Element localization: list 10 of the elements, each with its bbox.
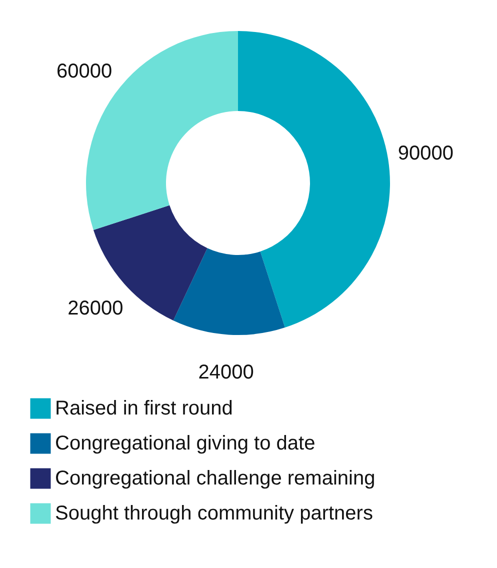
data-label: 26000 xyxy=(68,298,124,320)
legend-label: Congregational challenge remaining xyxy=(55,468,376,490)
data-label: 24000 xyxy=(198,362,254,384)
donut-slice xyxy=(238,31,390,328)
legend-label: Raised in first round xyxy=(55,398,233,420)
legend-label: Sought through community partners xyxy=(55,502,373,524)
data-label: 60000 xyxy=(56,60,112,82)
data-label: 90000 xyxy=(398,142,454,164)
legend-label: Congregational giving to date xyxy=(55,432,316,454)
donut-slice xyxy=(173,248,285,335)
